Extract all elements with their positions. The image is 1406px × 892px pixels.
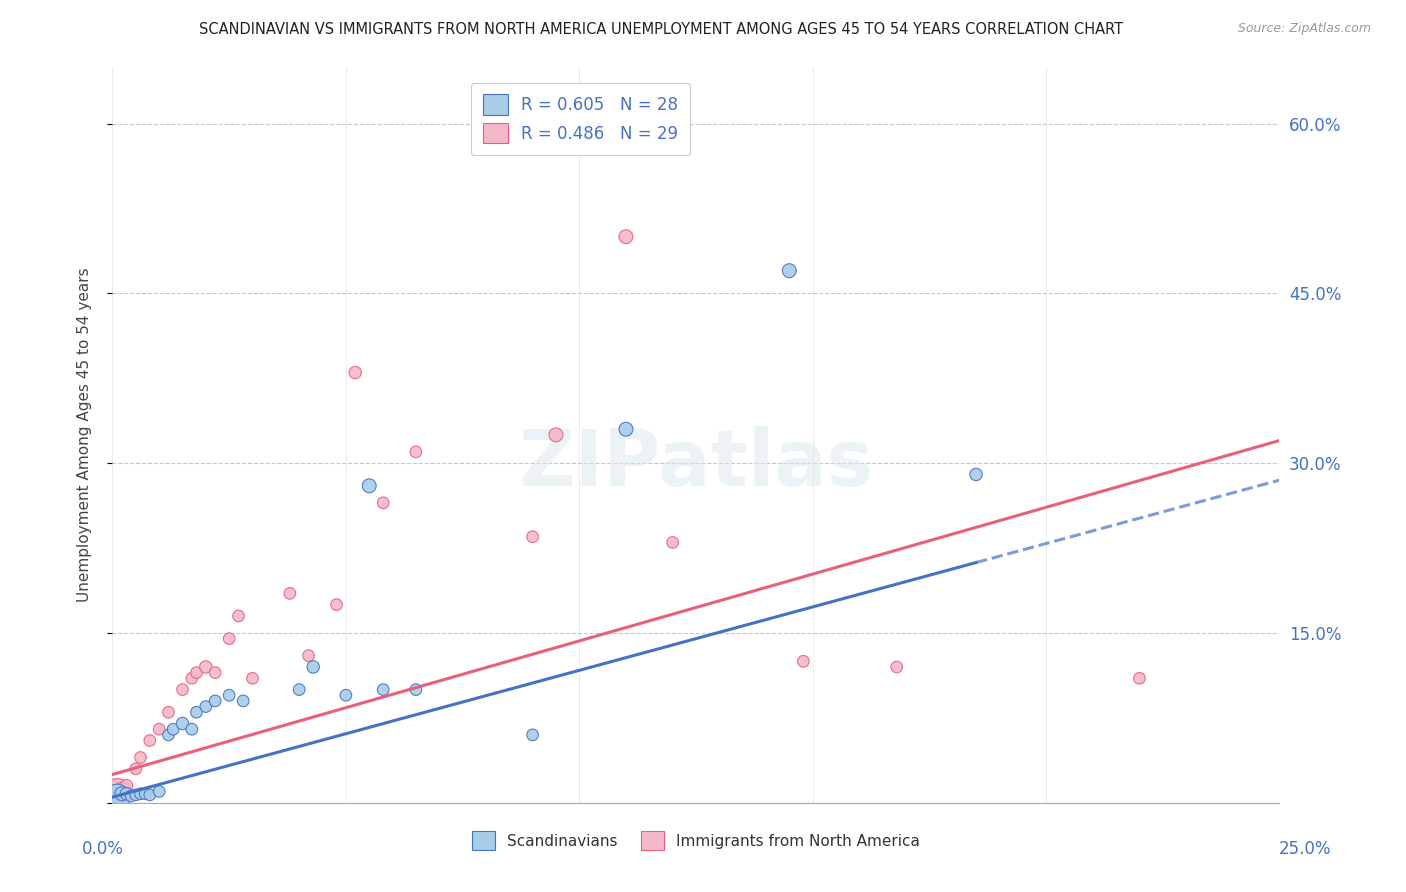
Point — [614, 422, 637, 436]
Legend: Scandinavians, Immigrants from North America: Scandinavians, Immigrants from North Ame… — [464, 824, 928, 858]
Point — [1128, 671, 1150, 685]
Point — [965, 467, 987, 482]
Point — [228, 609, 250, 624]
Point — [544, 427, 567, 442]
Point — [125, 788, 148, 802]
Point — [405, 445, 427, 459]
Point — [204, 665, 226, 680]
Text: SCANDINAVIAN VS IMMIGRANTS FROM NORTH AMERICA UNEMPLOYMENT AMONG AGES 45 TO 54 Y: SCANDINAVIAN VS IMMIGRANTS FROM NORTH AM… — [198, 22, 1123, 37]
Point — [522, 728, 544, 742]
Point — [180, 671, 202, 685]
Point — [218, 632, 240, 646]
Point — [105, 790, 128, 805]
Point — [344, 366, 367, 380]
Point — [180, 723, 202, 737]
Point — [792, 654, 814, 668]
Text: ZIPatlas: ZIPatlas — [519, 426, 873, 502]
Point — [373, 496, 395, 510]
Point — [194, 699, 217, 714]
Point — [359, 479, 381, 493]
Point — [242, 671, 264, 685]
Point — [139, 733, 162, 747]
Point — [614, 229, 637, 244]
Y-axis label: Unemployment Among Ages 45 to 54 years: Unemployment Among Ages 45 to 54 years — [77, 268, 91, 602]
Point — [194, 660, 217, 674]
Point — [204, 694, 226, 708]
Text: Source: ZipAtlas.com: Source: ZipAtlas.com — [1237, 22, 1371, 36]
Point — [335, 688, 357, 702]
Point — [186, 665, 208, 680]
Point — [232, 694, 254, 708]
Point — [522, 530, 544, 544]
Point — [218, 688, 240, 702]
Point — [111, 787, 134, 801]
Point — [115, 787, 138, 801]
Point — [162, 723, 184, 737]
Point — [325, 598, 347, 612]
Point — [172, 682, 194, 697]
Point — [129, 787, 152, 801]
Point — [148, 784, 170, 798]
Point — [661, 535, 683, 549]
Point — [139, 788, 162, 802]
Point — [125, 762, 148, 776]
Point — [297, 648, 319, 663]
Point — [148, 723, 170, 737]
Point — [405, 682, 427, 697]
Point — [120, 789, 142, 803]
Point — [278, 586, 301, 600]
Point — [105, 784, 128, 798]
Point — [373, 682, 395, 697]
Point — [111, 782, 134, 797]
Point — [886, 660, 908, 674]
Point — [288, 682, 311, 697]
Point — [302, 660, 325, 674]
Point — [115, 779, 138, 793]
Text: 0.0%: 0.0% — [82, 840, 124, 858]
Point — [172, 716, 194, 731]
Point — [157, 705, 180, 719]
Point — [129, 750, 152, 764]
Point — [157, 728, 180, 742]
Point — [186, 705, 208, 719]
Point — [134, 787, 156, 801]
Text: 25.0%: 25.0% — [1278, 840, 1331, 858]
Point — [778, 263, 800, 277]
